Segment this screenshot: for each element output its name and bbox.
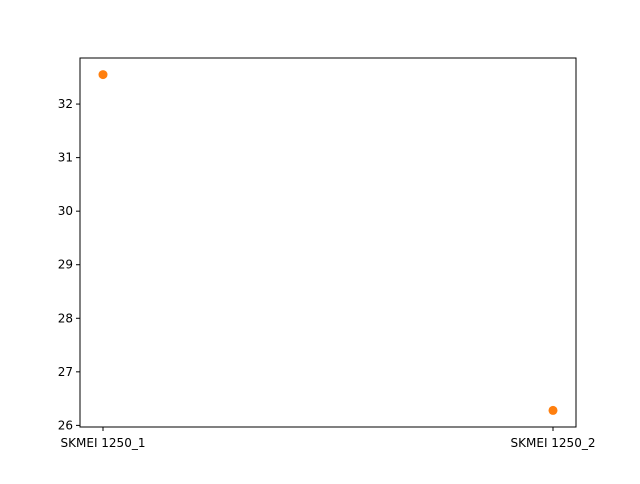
y-tick-label: 30 <box>58 204 73 218</box>
chart-marks <box>98 70 558 415</box>
data-point <box>98 70 108 80</box>
y-axis: 26 27 28 29 30 31 32 <box>58 97 80 432</box>
y-tick-label: 31 <box>58 151 73 165</box>
x-tick-label: SKMEI 1250_1 <box>61 436 146 450</box>
y-tick-label: 26 <box>58 418 73 432</box>
plot-area-frame <box>79 57 577 428</box>
x-axis: SKMEI 1250_1 SKMEI 1250_2 <box>61 427 596 450</box>
x-tick-label: SKMEI 1250_2 <box>511 436 596 450</box>
data-point <box>548 405 558 415</box>
y-tick-label: 28 <box>58 311 73 325</box>
y-tick-label: 27 <box>58 365 73 379</box>
y-tick-label: 29 <box>58 258 73 272</box>
y-tick-label: 32 <box>58 97 73 111</box>
